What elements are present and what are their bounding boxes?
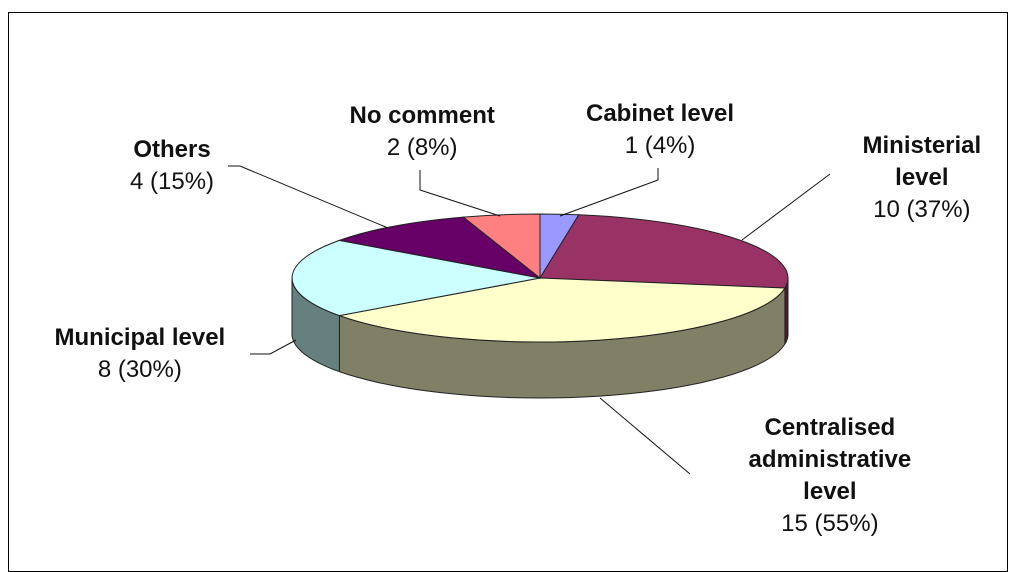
slice-label-name: Ministerial: [862, 132, 982, 159]
leader-line-4: [228, 165, 389, 229]
slice-label: Municipal level 8 (30%): [55, 322, 226, 386]
slice-no-comment: [462, 213, 541, 280]
slice-label-name: Municipal level: [54, 324, 226, 351]
slice-label-value: 4 (15%): [130, 168, 215, 195]
slice-label-value: 1 (4%): [624, 132, 696, 159]
slice-label-name: Centralised: [764, 414, 896, 441]
slice-centralised-administrative-level: [337, 277, 786, 343]
slice-label-value: 10 (37%): [873, 196, 971, 223]
leader-line-0: [559, 168, 659, 217]
slice-label: No comment 2 (8%): [350, 100, 495, 164]
slice-label-value: 15 (55%): [781, 510, 879, 537]
slice-ministerial-level: [539, 214, 789, 289]
leader-line-2: [599, 397, 691, 475]
leader-line-3: [250, 339, 297, 355]
pie-top-faces: [291, 213, 789, 343]
slice-others: [337, 216, 541, 279]
leader-line-5: [419, 170, 501, 217]
leader-line-1: [741, 173, 831, 241]
pie-chart: [228, 165, 831, 475]
slice-label-value: 2 (8%): [386, 134, 458, 161]
slice-label: Centralised administrative level 15 (55%): [749, 412, 912, 540]
slice-label-name: administrative: [748, 446, 912, 473]
slice-label-name: level: [803, 478, 857, 505]
slice-label-name: Cabinet level: [586, 100, 735, 127]
slice-label-name: Others: [133, 136, 211, 163]
slice-label: Cabinet level 1 (4%): [586, 98, 734, 162]
slice-municipal-level: [291, 239, 541, 317]
slice-label: Others 4 (15%): [130, 134, 214, 198]
leader-lines: [228, 165, 831, 475]
slice-label-name: No comment: [349, 102, 495, 129]
slice-label: Ministerial level 10 (37%): [863, 130, 982, 226]
slice-label-value: 8 (30%): [97, 356, 182, 383]
slice-label-name: level: [895, 164, 949, 191]
